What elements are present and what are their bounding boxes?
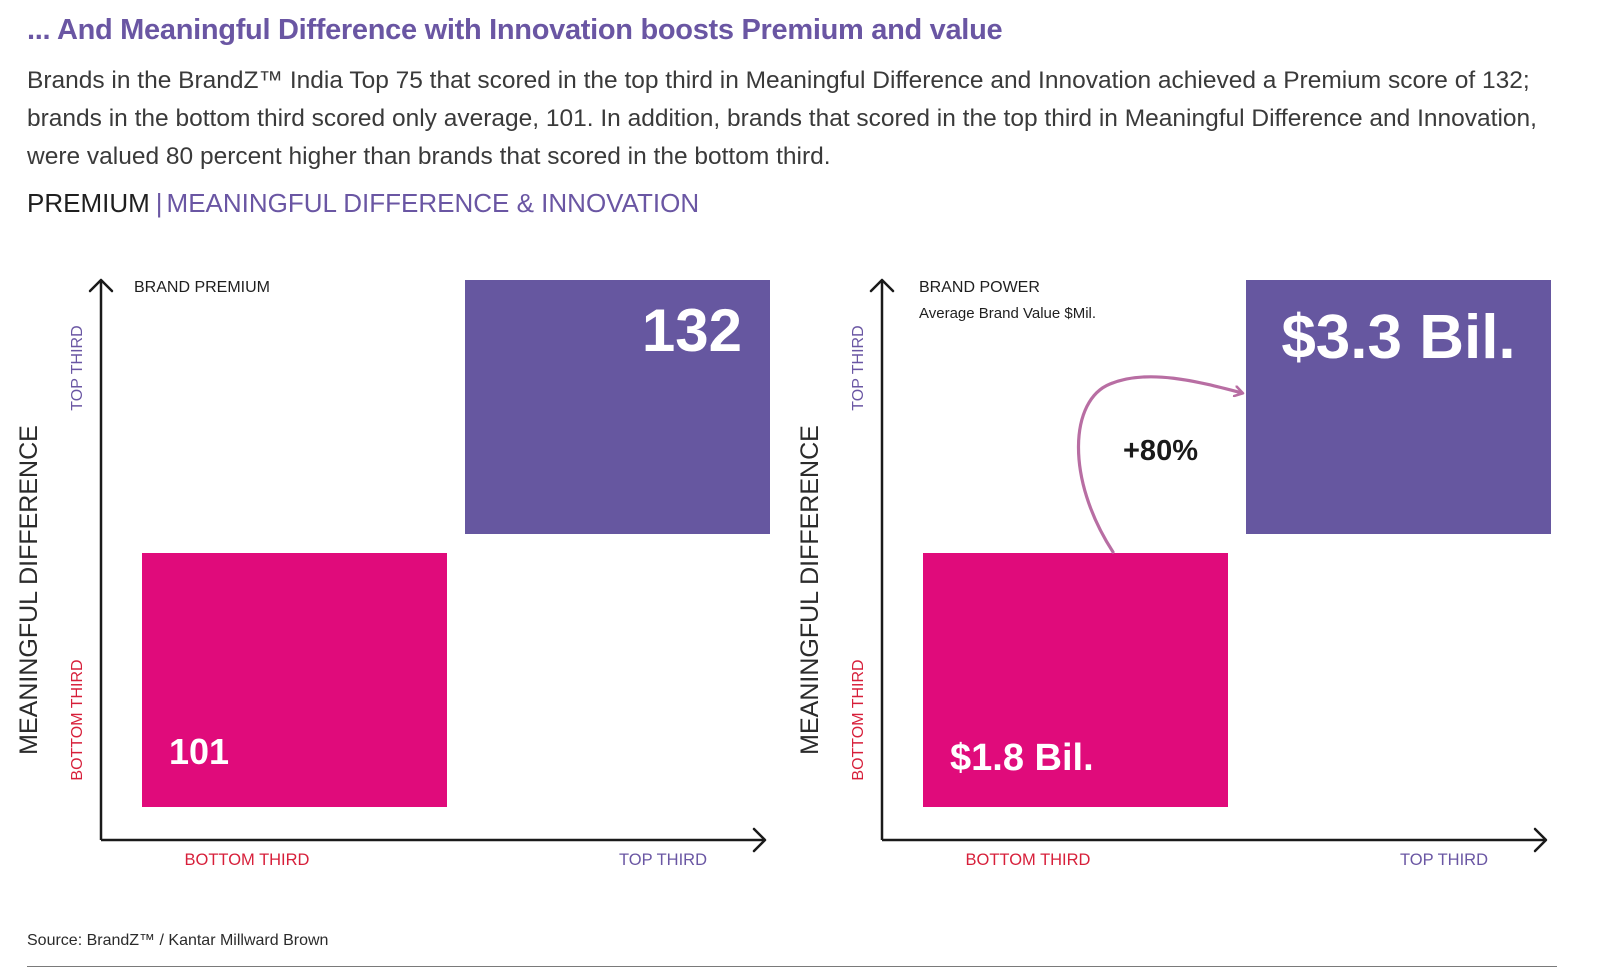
quadrant-cell-bottom xyxy=(142,553,447,807)
headline: ... And Meaningful Difference with Innov… xyxy=(27,14,1003,46)
x-axis-arrow xyxy=(752,827,767,853)
growth-arrow xyxy=(1076,375,1242,554)
data-label: 101 xyxy=(169,731,229,772)
y-tick-label: BOTTOM THIRD xyxy=(69,659,86,780)
quadrant-cell-top xyxy=(465,280,770,534)
section-label-separator: | xyxy=(155,188,163,218)
intro-paragraph: Brands in the BrandZ™ India Top 75 that … xyxy=(27,67,1537,170)
y-axis-title: MEANINGFUL DIFFERENCE xyxy=(796,425,824,755)
y-axis-arrow xyxy=(869,278,895,293)
chart-panel-2: BRAND POWER Average Brand Value $Mil. MEAN… xyxy=(796,278,1551,869)
data-label: $3.3 Bil. xyxy=(1281,303,1515,372)
quadrant-charts: BRAND PREMIUM MEANINGFUL DIFFERENCE BOTTOM… xyxy=(15,278,1551,869)
x-tick-label: BOTTOM THIRD xyxy=(185,851,310,869)
y-tick-label: BOTTOM THIRD xyxy=(850,659,867,780)
chart-subtitle: Average Brand Value $Mil. xyxy=(919,305,1096,322)
x-tick-label: BOTTOM THIRD xyxy=(966,851,1091,869)
section-label-md-innovation: MEANINGFUL DIFFERENCE & INNOVATION xyxy=(166,188,700,218)
x-tick-label: TOP THIRD xyxy=(619,851,707,869)
y-axis-arrow xyxy=(88,278,114,293)
y-axis-title: MEANINGFUL DIFFERENCE xyxy=(15,425,43,755)
y-tick-label: TOP THIRD xyxy=(850,325,867,410)
chart-title: BRAND POWER xyxy=(919,279,1040,296)
chart-title: BRAND PREMIUM xyxy=(134,279,270,296)
y-tick-label: TOP THIRD xyxy=(69,325,86,410)
section-label: PREMIUM | MEANINGFUL DIFFERENCE & INNOVATI… xyxy=(27,188,699,219)
growth-annotation: +80% xyxy=(1123,435,1198,467)
quadrant-cell-bottom xyxy=(923,553,1228,807)
section-label-premium: PREMIUM xyxy=(27,188,150,218)
x-axis-arrow xyxy=(1533,827,1548,853)
data-label: 132 xyxy=(642,297,742,364)
chart-panel-1: BRAND PREMIUM MEANINGFUL DIFFERENCE BOTTOM… xyxy=(15,278,770,869)
quadrant-cell-top xyxy=(1246,280,1551,534)
x-tick-label: TOP THIRD xyxy=(1400,851,1488,869)
source-note: Source: BrandZ™ / Kantar Millward Brown xyxy=(27,932,329,949)
data-label: $1.8 Bil. xyxy=(950,737,1094,779)
